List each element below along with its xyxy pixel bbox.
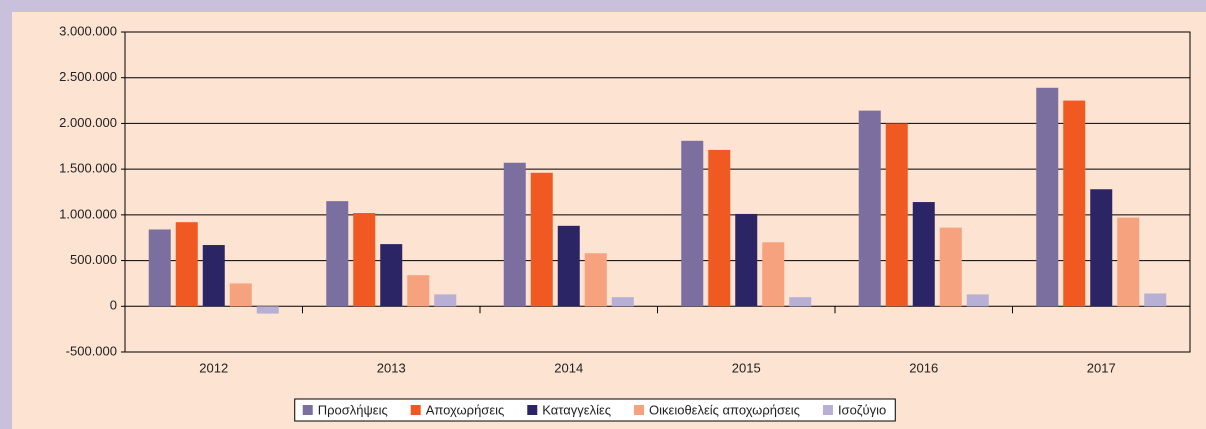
bar	[229, 283, 252, 307]
y-tick-label: 2.500.000	[59, 69, 117, 84]
bar	[735, 213, 758, 307]
legend-swatch	[527, 405, 538, 415]
legend-label: Καταγγελίες	[542, 402, 611, 417]
x-tick-label: 2014	[554, 360, 583, 375]
bar	[503, 162, 526, 307]
legend-swatch	[302, 405, 313, 415]
x-tick-label: 2015	[732, 360, 761, 375]
legend-swatch	[410, 405, 421, 415]
bar	[966, 294, 989, 307]
plot-border	[124, 31, 1191, 353]
background	[12, 12, 1206, 429]
bar	[1063, 100, 1086, 307]
bar	[175, 222, 198, 307]
bar	[584, 253, 607, 307]
bar	[557, 225, 580, 307]
legend-label: Προσλήψεις	[318, 402, 388, 417]
bar	[380, 244, 403, 307]
bar	[789, 297, 812, 307]
bar	[1117, 217, 1140, 307]
bar	[762, 242, 785, 307]
bar	[530, 172, 553, 307]
bar	[912, 202, 935, 307]
y-tick-label: 2.000.000	[59, 115, 117, 130]
y-tick-label: 1.000.000	[59, 206, 117, 221]
legend-label: Ισοζύγιο	[838, 402, 886, 417]
bar	[858, 110, 881, 307]
y-tick-label: 500.000	[70, 252, 117, 267]
x-tick-label: 2016	[909, 360, 938, 375]
y-tick-label: 1.500.000	[59, 161, 117, 176]
bar	[1090, 189, 1113, 307]
y-tick-label: -500.000	[66, 343, 117, 358]
legend-label: Οικειοθελείς αποχωρήσεις	[649, 402, 800, 417]
y-tick-label: 0	[110, 298, 117, 313]
legend-swatch	[634, 405, 645, 415]
legend-label: Αποχωρήσεις	[426, 402, 505, 417]
legend	[294, 398, 896, 422]
x-tick-label: 2013	[377, 360, 406, 375]
bar	[148, 229, 171, 307]
bar	[681, 140, 704, 307]
bar	[1036, 87, 1059, 307]
bar	[611, 297, 634, 307]
bar	[353, 213, 376, 307]
legend-swatch	[822, 405, 833, 415]
x-tick-label: 2012	[199, 360, 228, 375]
bar	[326, 201, 349, 307]
bar	[939, 227, 962, 307]
bar	[256, 306, 279, 314]
bar	[202, 245, 225, 307]
x-tick-label: 2017	[1087, 360, 1116, 375]
bar	[708, 149, 731, 307]
bar	[885, 123, 908, 307]
bar	[1144, 293, 1167, 307]
bar	[434, 294, 457, 307]
y-tick-label: 3.000.000	[59, 23, 117, 38]
bar	[407, 275, 430, 307]
